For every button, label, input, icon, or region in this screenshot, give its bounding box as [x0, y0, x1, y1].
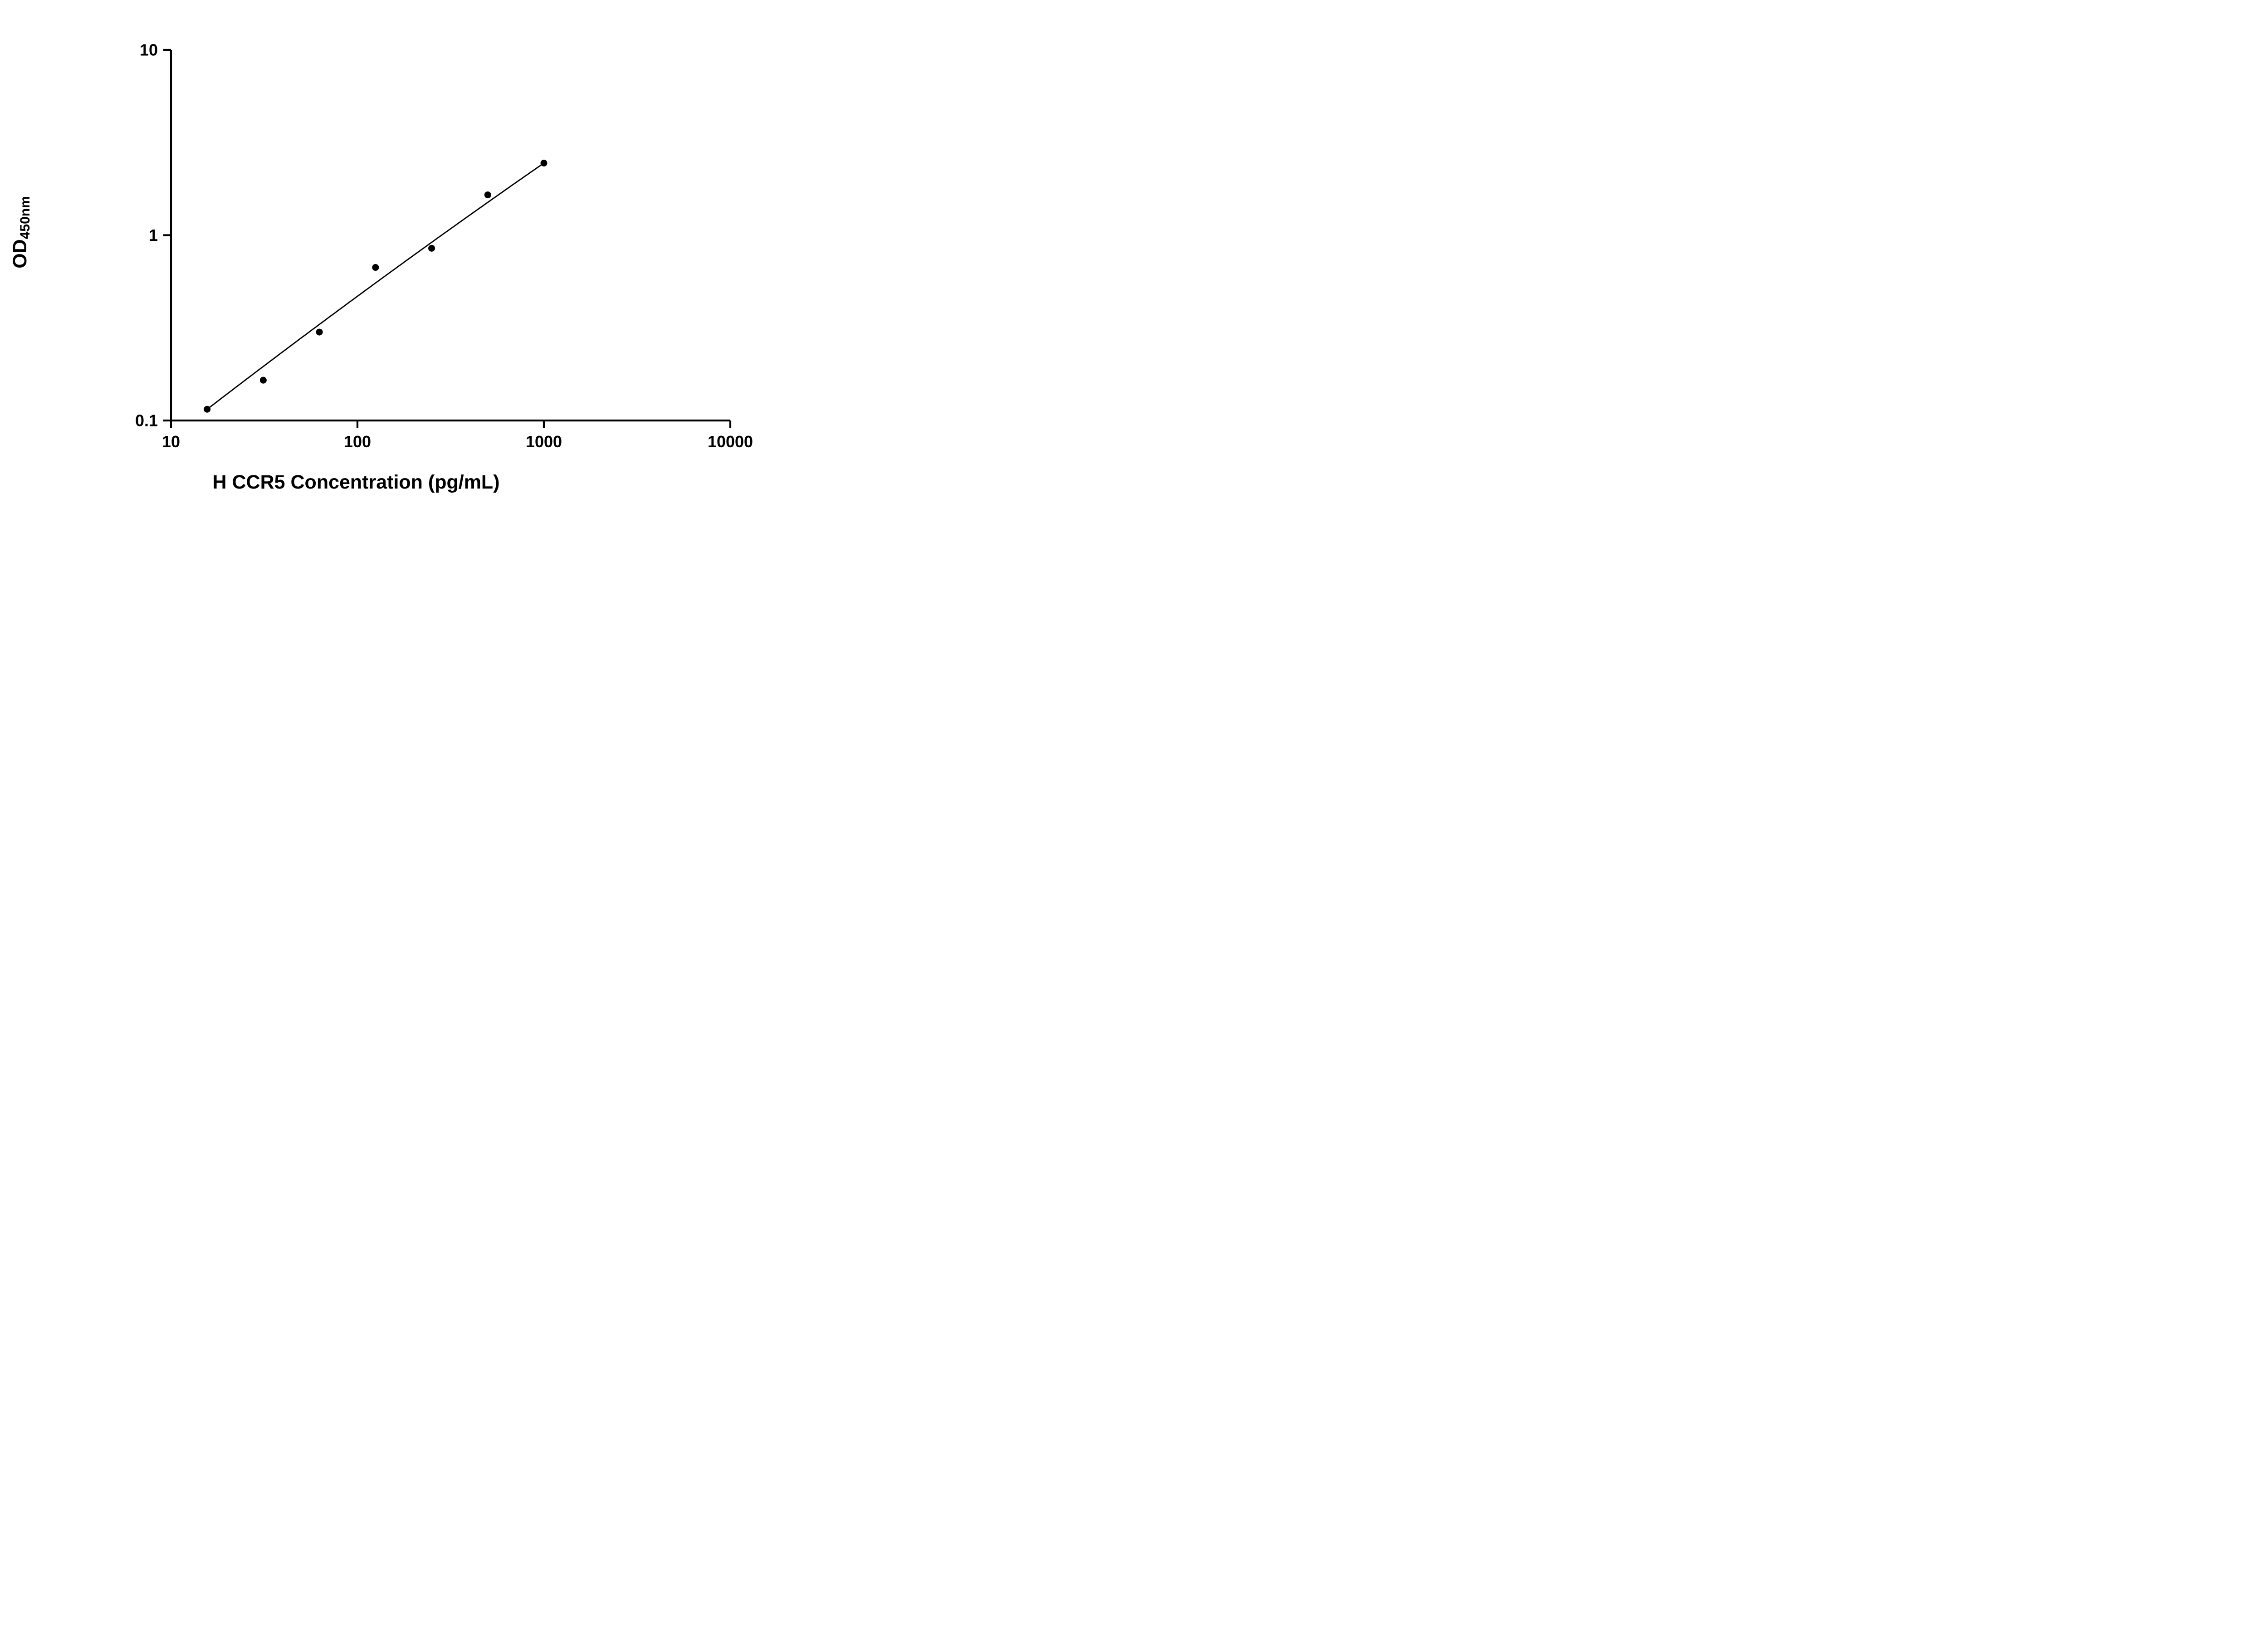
x-axis-title: H CCR5 Concentration (pg/mL) — [212, 471, 500, 493]
y-tick-label: 1 — [149, 226, 158, 244]
y-axis-title: OD450nm — [9, 196, 33, 269]
data-point — [259, 376, 267, 384]
data-point — [204, 406, 211, 413]
y-tick-label: 10 — [140, 41, 158, 59]
chart-plot-area: 10 100 1000 10000 0.1 1 10 — [135, 41, 753, 451]
x-tick-label: 100 — [344, 432, 371, 451]
x-tick-label: 10000 — [708, 432, 753, 451]
data-point — [540, 160, 547, 167]
y-tick-label: 0.1 — [135, 411, 158, 430]
y-axis-title-subscript: 450nm — [18, 196, 33, 240]
y-axis-title-main: OD — [9, 239, 31, 269]
standard-curve-figure: 10 100 1000 10000 0.1 1 10 H CCR5 Concentratio… — [0, 0, 804, 544]
axis-lines — [170, 50, 730, 422]
data-point — [484, 191, 491, 199]
x-tick-label: 1000 — [526, 432, 562, 451]
data-point — [428, 244, 435, 252]
data-point — [316, 328, 323, 336]
x-tick-label: 10 — [162, 432, 180, 451]
fit-curve — [206, 162, 545, 410]
data-point — [372, 264, 379, 271]
